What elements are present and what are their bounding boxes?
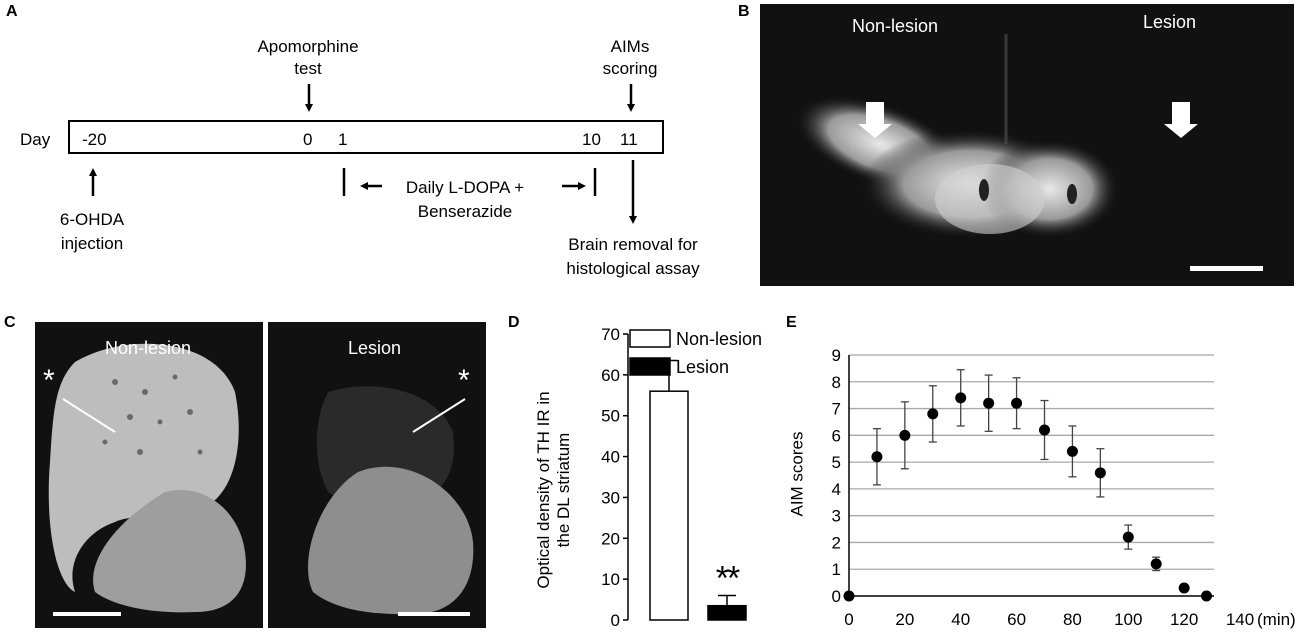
chart-d-ytick-label: 50 [601,407,620,426]
chart-e-xtick-label: 100 [1114,610,1142,629]
timeline-arrows [89,84,637,224]
chart-e-xtick-label: 20 [895,610,914,629]
chart-d-ytick-label: 60 [601,366,620,385]
chart-d-ytick-label: 0 [611,611,620,630]
micrograph-c-nonlesion: Non-lesion * [35,322,263,628]
chart-d-ytick-label: 70 [601,325,620,344]
micrograph-b: Non-lesion Lesion [760,4,1294,286]
chart-e-ytick-label: 5 [832,453,841,472]
chart-e-ytick-label: 0 [832,587,841,606]
micrograph-c-lesion-image [308,386,474,616]
chart-e-ytick-label: 7 [832,400,841,419]
chart-d-ytick-label: 40 [601,448,620,467]
chart-d-legend-swatch-0 [629,329,671,348]
chart-e-point-7 [1039,424,1050,436]
timeline-tick-day-11: 11 [620,130,638,149]
chart-e-ytick-label: 8 [832,373,841,392]
chart-e-point-0 [843,590,855,602]
chart-e-ytick-label: 3 [832,507,841,526]
chart-e-xtick-label: 0 [844,610,853,629]
aims-scoring-label: AIMs scoring [602,37,658,78]
micrograph-b-image [794,34,1263,271]
chart-e-point-11 [1150,558,1162,570]
timeline-tick-day-10: 10 [582,130,601,149]
chart-d-legend-label-0: Non-lesion [676,329,762,349]
timeline-box [68,120,664,154]
chart-e-point-10 [1122,531,1134,543]
day-label: Day [20,130,51,149]
chart-e-point-6 [1011,397,1023,409]
chart-e-point-13 [1200,590,1212,602]
apomorphine-label: Apomorphine test [257,37,359,78]
chart-e-xunit: (min) [1257,610,1296,629]
chart-e-point-5 [983,397,995,409]
chart-d-ytick-label: 10 [601,570,620,589]
chart-d-legend-swatch-1 [629,357,671,376]
asterisk-lesion: * [458,364,470,397]
panel-label-a: A [6,3,18,20]
panel-label-c: C [4,314,16,331]
chart-e-ytick-label: 4 [832,480,841,499]
panel-label-b: B [738,3,750,20]
chart-d-ytick-label: 30 [601,488,620,507]
chart-d-significance: ** [716,559,740,597]
chart-d-legend-label-1: Lesion [676,357,729,377]
micrograph-c-nonlesion-image [48,343,246,616]
chart-d: 0 10 20 30 40 50 60 70 ** Non-lesion Lesion [601,325,762,630]
asterisk-nonlesion: * [43,364,55,397]
chart-e-xtick-label: 120 [1170,610,1198,629]
chart-e-xtick-label: 40 [951,610,970,629]
chart-e-ytick-label: 6 [832,426,841,445]
chart-d-ytick-label: 20 [601,529,620,548]
chart-e-point-1 [871,451,883,463]
chart-e-ytick-label: 2 [832,533,841,552]
panel-c-nonlesion-label: Non-lesion [105,338,192,358]
chart-e-point-3 [927,408,939,420]
chart-e-xtick-label: 140 [1226,610,1254,629]
chart-e-ytick-label: 9 [832,346,841,365]
ldopa-label: Daily L-DOPA + Benserazide [405,178,525,221]
timeline-tick-day-0: 0 [303,130,313,149]
timeline-tick-day-1: 1 [338,130,348,149]
chart-e-xtick-label: 60 [1007,610,1026,629]
chart-e-point-2 [899,429,911,441]
chart-e-xtick-label: 80 [1063,610,1082,629]
chart-e-point-4 [955,392,967,404]
panel-b-lesion-label: Lesion [1143,12,1197,32]
chart-e-point-8 [1066,445,1078,457]
brain-removal-label: Brain removal for histological assay [566,235,700,278]
chart-e-ytick-label: 1 [832,560,841,579]
panel-label-d: D [508,314,520,331]
timeline-tick-day-minus20: -20 [82,130,107,149]
panel-b-nonlesion-label: Non-lesion [852,16,939,36]
chart-e-point-12 [1178,582,1190,594]
chart-d-bar-0 [649,390,689,621]
ohda-injection-label: 6-OHDA injection [59,210,125,253]
panel-c-lesion-label: Lesion [348,338,402,358]
chart-e-point-9 [1094,467,1106,479]
panel-label-e: E [786,314,797,331]
micrograph-c-lesion: Lesion * [268,322,486,628]
